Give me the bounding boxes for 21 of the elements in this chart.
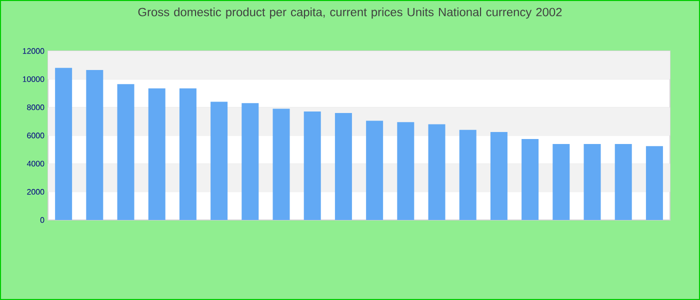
bar (646, 146, 663, 220)
bar (459, 130, 476, 220)
bar (272, 108, 290, 220)
bar (397, 122, 414, 220)
bar (366, 120, 384, 220)
bar (334, 112, 352, 220)
bar (614, 144, 632, 220)
bar (428, 124, 446, 220)
bar (304, 112, 321, 220)
bar (55, 68, 72, 220)
bar (522, 139, 539, 220)
bar (242, 103, 259, 220)
chart-title: Gross domestic product per capita, current prices Units National currency 2002 (138, 8, 562, 19)
bar (210, 102, 228, 220)
bar (148, 88, 166, 220)
bar (584, 144, 601, 220)
bar (179, 88, 196, 220)
bar (490, 132, 508, 220)
bar (117, 84, 134, 220)
bar (86, 70, 104, 220)
bar (552, 144, 570, 220)
